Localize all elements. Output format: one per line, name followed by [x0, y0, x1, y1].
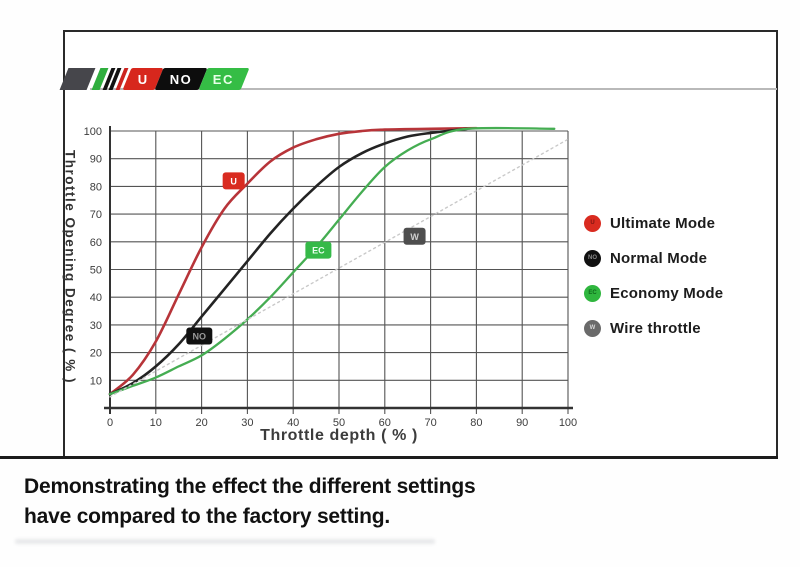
caption: Demonstrating the effect the different s…: [24, 472, 476, 532]
legend-label-normal-mode: Normal Mode: [610, 249, 708, 267]
chart-legend: U Ultimate Mode NO Normal Mode EC Economy Mod…: [584, 211, 723, 351]
x-axis-title: Throttle depth ( % ): [260, 427, 418, 444]
y-axis-title: Throttle Opening Degree ( % ): [62, 149, 78, 384]
legend-label-economy-mode: Economy Mode: [610, 284, 724, 302]
banner-block-economy: EC: [198, 68, 250, 90]
bottom-artifact: [15, 539, 435, 544]
caption-line-1: Demonstrating the effect the different s…: [24, 475, 476, 498]
legend-item-normal-mode: NO Normal Mode: [584, 246, 723, 270]
legend-item-economy-mode: EC Economy Mode: [584, 281, 723, 305]
legend-badge-ultimate-mode-icon: U: [584, 214, 601, 232]
banner-block-ultimate-label: U: [137, 71, 149, 87]
bottom-rule: [0, 456, 778, 459]
brand-banner: U NO EC: [59, 68, 250, 90]
legend-label-ultimate-mode: Ultimate Mode: [610, 214, 716, 232]
caption-line-2: have compared to the factory setting.: [24, 505, 391, 529]
legend-badge-wire-throttle-icon: W: [584, 319, 601, 337]
legend-badge-normal-mode-icon: NO: [584, 249, 601, 267]
banner-block-normal-label: NO: [169, 71, 193, 87]
banner-leading-bar: [59, 68, 96, 90]
legend-item-wire-throttle: W Wire throttle: [584, 316, 723, 340]
banner-block-economy-label: EC: [213, 71, 235, 87]
legend-item-ultimate-mode: U Ultimate Mode: [584, 211, 723, 235]
banner-underline: [90, 88, 777, 90]
legend-badge-economy-mode-icon: EC: [584, 284, 601, 302]
legend-label-wire-throttle: Wire throttle: [610, 319, 701, 337]
